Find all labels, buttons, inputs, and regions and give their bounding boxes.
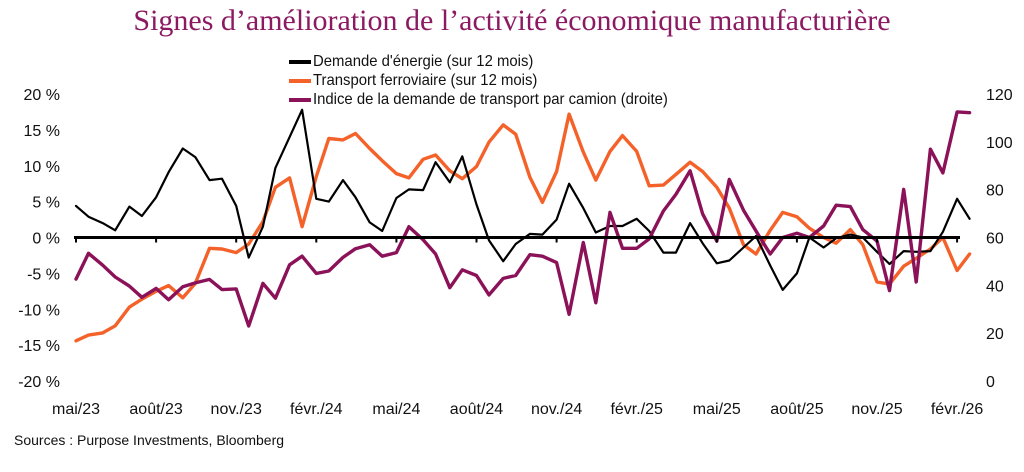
x-tick-label: nov./24 xyxy=(531,401,582,418)
y-left-tick-label: 10 % xyxy=(24,159,60,176)
y-left-tick-label: 15 % xyxy=(24,123,60,140)
x-tick-label: mai/25 xyxy=(693,401,741,418)
y-left-tick-label: 5 % xyxy=(32,195,60,212)
y-right-tick-label: 60 xyxy=(986,231,1004,248)
x-tick-label: août/25 xyxy=(770,401,823,418)
legend: Demande d'énergie (sur 12 mois) Transpor… xyxy=(289,52,695,109)
series-line-rail xyxy=(74,112,972,343)
legend-item-energy: Demande d'énergie (sur 12 mois) xyxy=(289,52,695,71)
x-tick-label: févr./24 xyxy=(290,401,343,418)
legend-swatch-truck xyxy=(289,97,311,102)
source-note: Sources : Purpose Investments, Bloomberg xyxy=(14,432,285,448)
x-tick-label: févr./25 xyxy=(610,401,663,418)
series-line-truck xyxy=(74,110,972,328)
legend-item-truck: Indice de la demande de transport par ca… xyxy=(289,90,695,109)
y-right-tick-label: 0 xyxy=(986,374,995,391)
y-left-tick-label: -15 % xyxy=(18,338,60,355)
chart-title: Signes d’amélioration de l’activité écon… xyxy=(133,4,891,37)
y-right-tick-label: 40 xyxy=(986,278,1004,295)
x-tick-label: nov./25 xyxy=(851,401,902,418)
y-left-tick-label: -5 % xyxy=(27,266,60,283)
y-left-tick-label: -10 % xyxy=(18,302,60,319)
legend-label-rail: Transport ferroviaire (sur 12 mois) xyxy=(313,71,538,89)
y-right-tick-label: 120 xyxy=(986,87,1013,104)
x-tick-label: août/24 xyxy=(450,401,503,418)
y-right-tick-label: 20 xyxy=(986,326,1004,343)
x-tick-label: févr./26 xyxy=(931,401,984,418)
x-tick-label: nov./23 xyxy=(211,401,262,418)
y-left-tick-label: 0 % xyxy=(32,231,60,248)
y-right-tick-label: 100 xyxy=(986,135,1013,152)
y-left-tick-label: 20 % xyxy=(24,87,60,104)
y-left-tick-label: -20 % xyxy=(18,374,60,391)
y-right-tick-label: 80 xyxy=(986,183,1004,200)
legend-item-rail: Transport ferroviaire (sur 12 mois) xyxy=(289,71,695,90)
legend-swatch-rail xyxy=(289,78,311,83)
x-tick-label: mai/24 xyxy=(372,401,420,418)
x-tick-label: août/23 xyxy=(129,401,182,418)
legend-label-energy: Demande d'énergie (sur 12 mois) xyxy=(313,52,534,70)
legend-label-truck: Indice de la demande de transport par ca… xyxy=(313,90,668,108)
x-tick-label: mai/23 xyxy=(52,401,100,418)
legend-swatch-energy xyxy=(289,59,311,64)
